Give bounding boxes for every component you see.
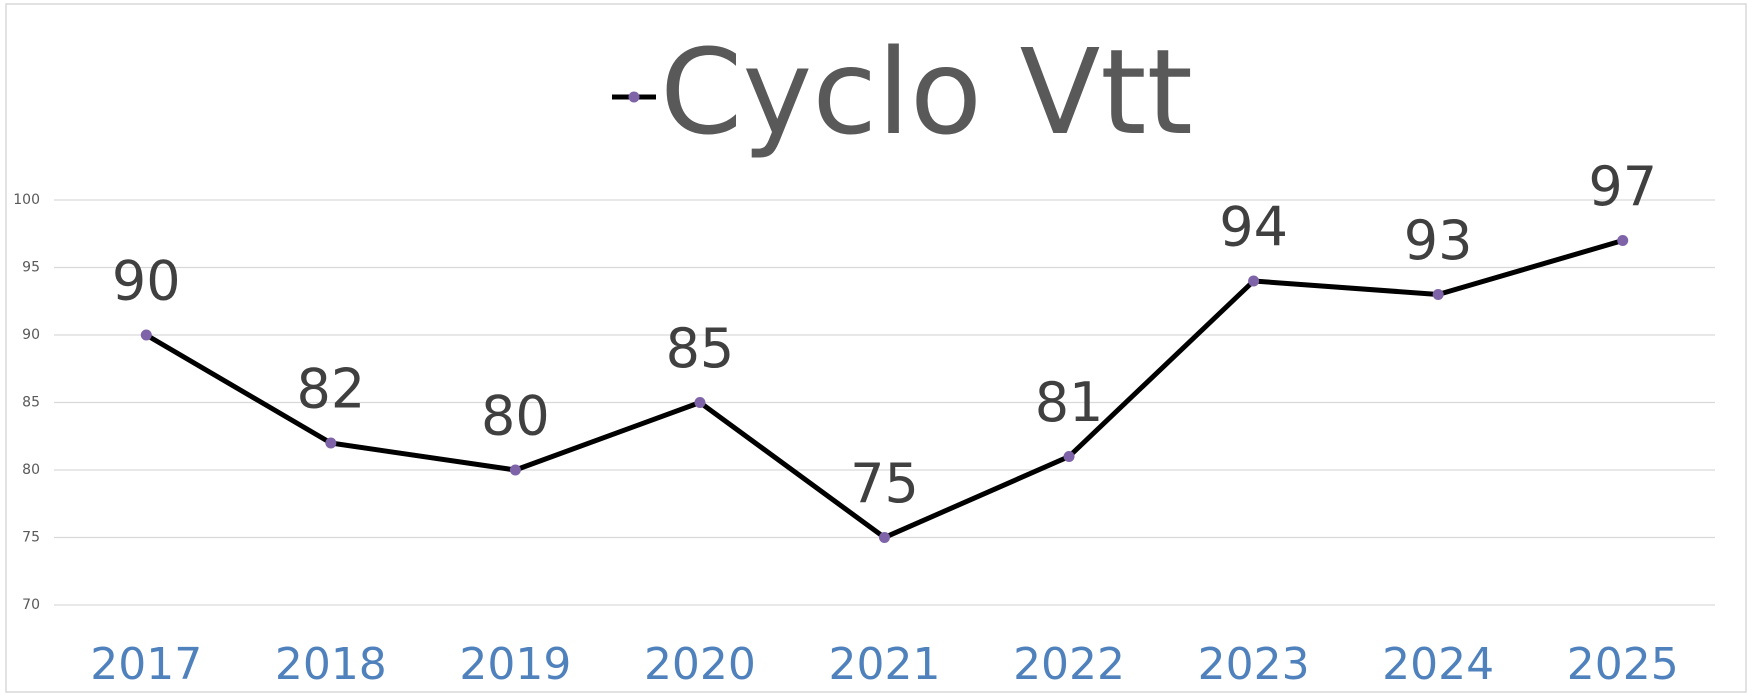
x-tick-label: 2022 [1013, 639, 1125, 690]
data-label: 75 [850, 452, 919, 515]
marker [694, 397, 706, 408]
y-tick-label: 100 [13, 192, 40, 208]
y-tick-label: 80 [22, 462, 40, 478]
x-tick-label: 2023 [1198, 639, 1310, 690]
y-tick-label: 85 [22, 395, 40, 411]
data-label: 97 [1588, 155, 1657, 218]
marker [325, 437, 337, 449]
data-label: 90 [112, 250, 181, 313]
x-tick-label: 2021 [829, 639, 941, 690]
data-label: 93 [1404, 209, 1473, 272]
y-tick-label: 70 [22, 597, 40, 613]
data-label: 80 [481, 385, 550, 448]
y-tick-label: 95 [22, 260, 40, 276]
legend-marker [628, 91, 640, 103]
marker [879, 532, 890, 543]
x-tick-label: 2017 [90, 639, 202, 690]
marker [509, 464, 521, 476]
marker [140, 329, 152, 341]
x-tick-label: 2025 [1567, 639, 1679, 690]
y-tick-label: 75 [22, 530, 40, 546]
x-tick-label: 2020 [644, 639, 756, 690]
legend-label: Cyclo Vtt [660, 23, 1193, 161]
marker [1063, 451, 1075, 462]
x-tick-label: 2018 [275, 639, 387, 690]
data-label: 85 [666, 317, 735, 380]
data-label: 82 [296, 358, 365, 421]
data-label: 94 [1219, 196, 1288, 259]
marker [1432, 289, 1444, 300]
x-tick-label: 2019 [459, 639, 571, 690]
x-tick-label: 2024 [1382, 639, 1494, 690]
chart-border [5, 3, 1747, 693]
y-tick-label: 90 [22, 327, 40, 343]
marker [1248, 275, 1260, 287]
data-label: 81 [1035, 371, 1104, 434]
marker [1617, 235, 1629, 246]
